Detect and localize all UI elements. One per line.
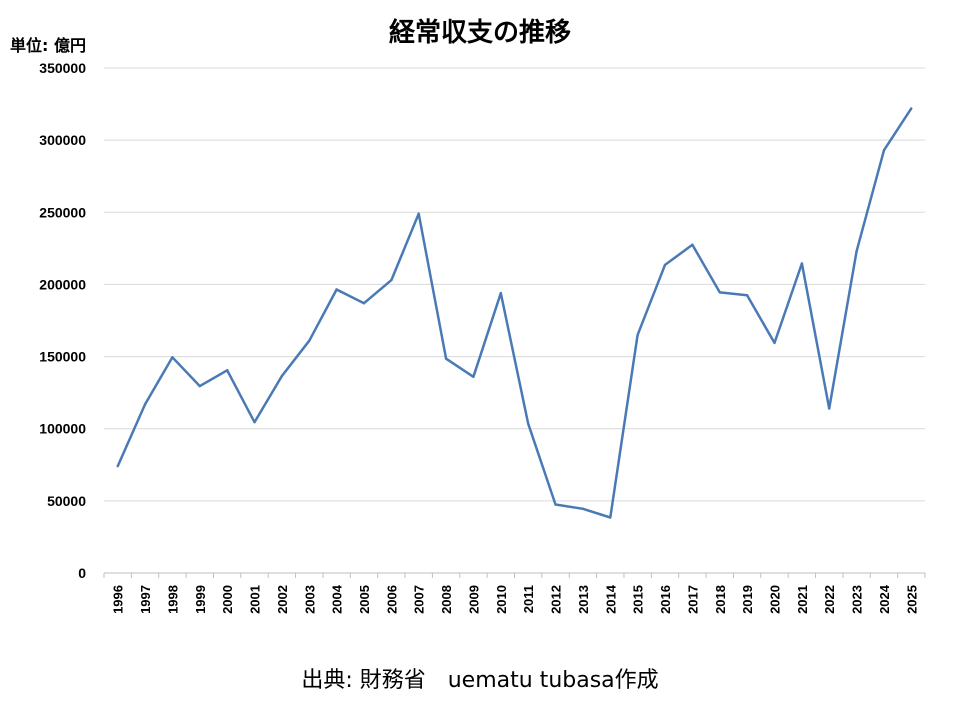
x-tick-label: 2013	[576, 585, 591, 614]
x-tick-label: 2007	[412, 585, 427, 614]
data-point	[253, 421, 256, 424]
x-tick-label: 1996	[111, 585, 126, 614]
y-tick-label: 50000	[47, 493, 86, 509]
x-tick-label: 2011	[521, 585, 536, 613]
data-point	[171, 356, 174, 359]
data-point	[472, 375, 475, 378]
x-tick-label: 2001	[248, 585, 263, 614]
data-point	[444, 357, 448, 360]
data-point	[800, 262, 804, 265]
x-tick-label: 1997	[138, 585, 153, 614]
gridlines	[104, 67, 925, 502]
data-point	[143, 403, 147, 406]
x-tick-label: 1998	[165, 585, 180, 614]
x-tick-label: 2014	[603, 584, 618, 614]
x-tick-label: 2019	[740, 585, 755, 614]
data-point	[745, 294, 749, 297]
x-tick-label: 2000	[220, 585, 235, 614]
y-tick-label: 300000	[39, 132, 86, 148]
data-point	[226, 369, 229, 372]
data-point	[581, 507, 585, 510]
x-tick-label: 2017	[685, 585, 700, 614]
x-tick-label: 2018	[713, 585, 728, 614]
x-tick-label: 2023	[850, 585, 865, 614]
y-tick-label: 200000	[39, 276, 86, 292]
data-point	[116, 465, 119, 468]
data-point	[910, 107, 913, 110]
y-tick-label: 150000	[39, 349, 86, 365]
x-tick-labels: 1996 1997 1998 1999 2000 2001 2002 2003 2004 2005…	[111, 584, 920, 614]
chart-title: 経常収支の推移	[388, 18, 571, 48]
data-point	[882, 149, 886, 152]
x-tick-label: 2006	[384, 585, 399, 614]
y-tick-label: 0	[78, 565, 86, 581]
data-point	[527, 422, 530, 425]
x-tick-label: 2012	[549, 585, 564, 614]
data-point	[636, 333, 639, 337]
data-point	[198, 384, 201, 388]
data-point	[691, 243, 694, 246]
data-point	[663, 263, 667, 267]
x-tick-label: 1999	[193, 585, 208, 614]
data-point	[718, 291, 721, 294]
x-tick-label: 2010	[494, 585, 509, 614]
data-point	[828, 407, 831, 410]
data-point	[554, 503, 557, 506]
x-tick-label: 2025	[904, 585, 919, 614]
y-tick-label: 350000	[39, 60, 86, 76]
x-tick-label: 2002	[275, 585, 290, 614]
data-point	[499, 291, 502, 295]
y-tick-labels: 0 50000 100000 150000 200000 250000 300000 3500…	[39, 60, 86, 581]
data-point	[308, 339, 311, 342]
x-tick-label: 2003	[302, 585, 317, 614]
data-point	[362, 302, 366, 305]
series-line-layer	[116, 107, 913, 519]
x-tick-label: 2009	[466, 585, 481, 614]
data-point	[335, 288, 338, 291]
x-tick-label: 2016	[658, 585, 673, 614]
x-tick-label: 2008	[439, 585, 454, 614]
series-line	[116, 107, 913, 519]
y-tick-label: 100000	[39, 421, 86, 437]
y-tick-label: 250000	[39, 204, 86, 220]
x-tick-label: 2021	[795, 585, 810, 614]
data-point	[773, 341, 776, 345]
x-tick-label: 2005	[357, 585, 372, 614]
axes	[103, 572, 926, 578]
x-tick-label: 2022	[822, 585, 837, 614]
data-point	[855, 250, 858, 253]
data-point	[609, 516, 612, 519]
x-tick-label: 2004	[330, 584, 345, 614]
unit-label: 単位: 億円	[10, 36, 86, 55]
x-tick-label: 2020	[767, 585, 782, 614]
data-point	[417, 212, 420, 215]
x-tick-label: 2024	[877, 584, 892, 614]
data-point	[390, 278, 393, 282]
data-point	[280, 374, 284, 378]
x-tick-label: 2015	[631, 585, 646, 614]
source-caption: 出典: 財務省 uematu tubasa作成	[301, 668, 659, 693]
